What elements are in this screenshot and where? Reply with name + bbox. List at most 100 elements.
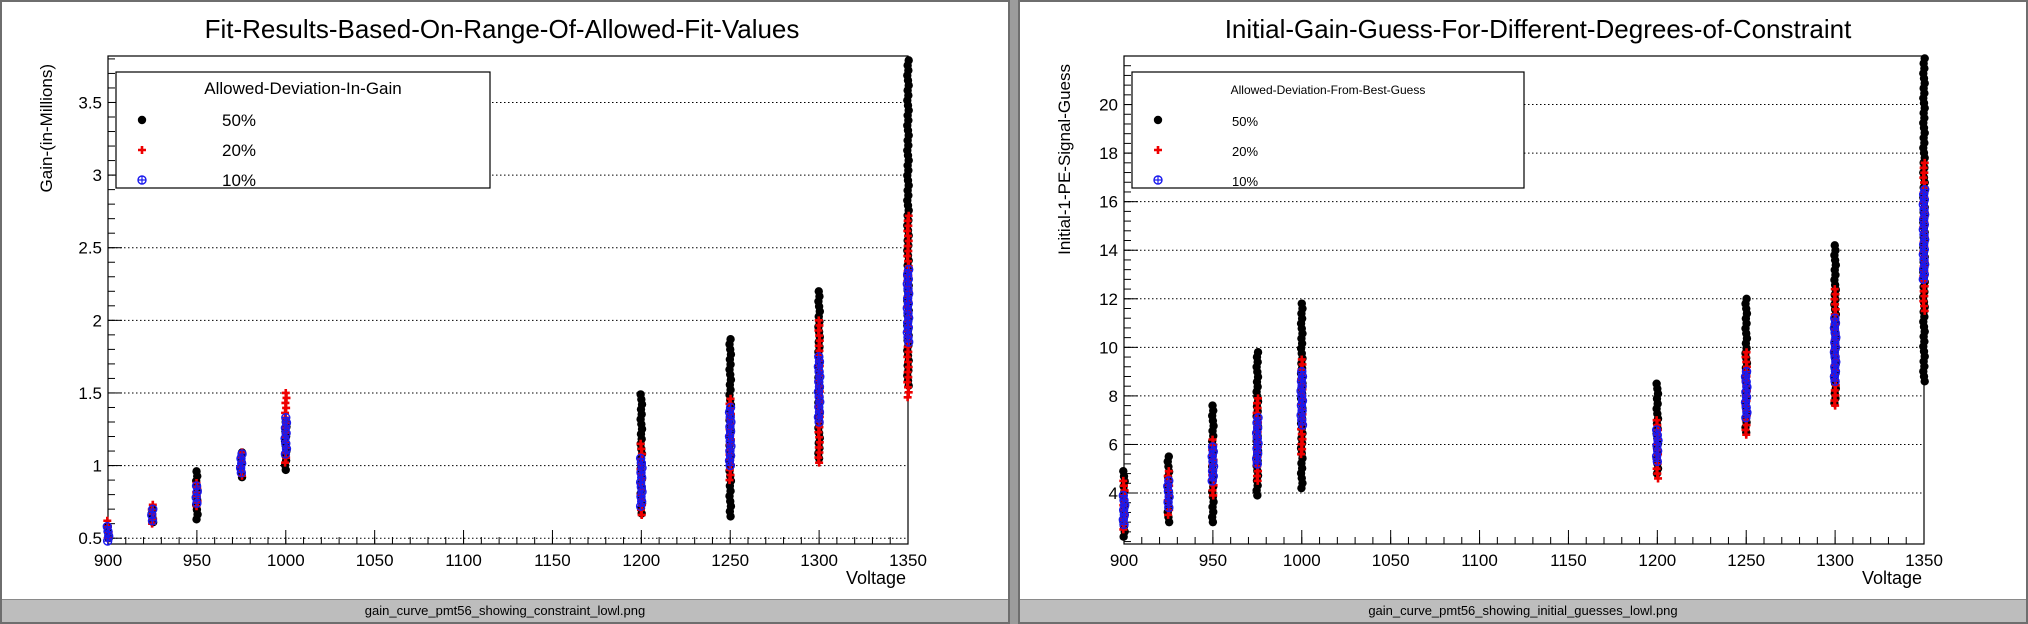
left-point-2-7-3 — [814, 367, 824, 377]
left-xtick-label-3: 1050 — [356, 551, 394, 570]
chart-right: Initial-Gain-Guess-For-Different-Degrees… — [1055, 14, 1943, 588]
right-ytick-label-6: 16 — [1099, 193, 1118, 212]
right-point-1-6-17 — [1742, 430, 1751, 439]
right-point-2-8-9 — [1919, 229, 1929, 240]
right-y-axis-label: Initial-1-PE-Signal-Guess — [1055, 64, 1074, 255]
right-xtick-label-4: 1100 — [1461, 551, 1498, 570]
right-point-2-2-5 — [1207, 466, 1218, 476]
right-xtick-label-6: 1200 — [1638, 551, 1676, 570]
left-point-2-7-9 — [815, 397, 825, 407]
right-legend-marker-1 — [1154, 146, 1162, 154]
right-point-2-7-3 — [1830, 328, 1840, 338]
left-point-2-5-9 — [636, 496, 647, 507]
right-point-2-8-17 — [1919, 269, 1930, 280]
left-point-2-8-3 — [902, 279, 912, 289]
right-point-2-3-5 — [1253, 438, 1263, 449]
left-point-2-5-0 — [635, 453, 646, 464]
left-point-2-8-8 — [902, 303, 912, 313]
left-point-2-7-7 — [813, 387, 824, 397]
right-point-2-7-12 — [1829, 371, 1840, 382]
right-point-2-8-7 — [1919, 219, 1930, 230]
left-point-2-4-0 — [281, 412, 291, 423]
left-point-2-7-12 — [813, 412, 824, 422]
left-point-2-5-6 — [636, 482, 647, 492]
left-point-2-8-2 — [903, 274, 914, 284]
left-point-2-6-4 — [725, 422, 735, 432]
right-point-2-5-2 — [1653, 435, 1663, 446]
right-point-2-0-2 — [1119, 500, 1130, 510]
left-point-2-2-2 — [191, 492, 201, 503]
left-point-2-3-3 — [235, 463, 246, 473]
right-point-2-6-7 — [1741, 402, 1751, 413]
right-point-2-7-6 — [1830, 342, 1841, 353]
left-series-2 — [102, 264, 914, 546]
right-legend-title: Allowed-Deviation-From-Best-Guess — [1231, 83, 1426, 97]
left-point-2-8-11 — [902, 318, 913, 328]
left-point-2-3-2 — [236, 458, 247, 469]
right-legend-marker-2 — [1153, 175, 1163, 185]
left-point-1-4-14 — [281, 458, 290, 467]
right-point-2-0-5 — [1118, 515, 1129, 525]
right-point-2-7-0 — [1830, 313, 1840, 323]
right-point-2-7-8 — [1830, 352, 1840, 362]
left-point-2-5-10 — [635, 501, 646, 511]
right-point-0-2-23 — [1208, 517, 1218, 527]
left-point-1-5-14 — [637, 510, 646, 519]
right-point-2-6-0 — [1741, 366, 1752, 377]
left-ytick-label-0: 0.5 — [78, 529, 102, 548]
right-point-2-4-9 — [1296, 410, 1306, 421]
right-series-1 — [1119, 158, 1929, 534]
left-legend-label-1: 20% — [222, 141, 256, 160]
left-legend-marker-2 — [137, 175, 147, 185]
left-point-2-8-13 — [902, 327, 912, 338]
right-point-0-1-13 — [1164, 517, 1174, 527]
right-point-2-8-1 — [1918, 189, 1929, 200]
right-legend-label-2: 10% — [1232, 174, 1258, 189]
left-point-2-5-7 — [637, 487, 647, 497]
right-legend-marker-0 — [1153, 115, 1163, 125]
left-point-2-7-5 — [814, 377, 824, 387]
right-point-2-2-0 — [1207, 442, 1218, 452]
right-point-2-8-4 — [1919, 204, 1929, 215]
left-point-2-0-0 — [102, 521, 113, 532]
left-xtick-label-4: 1100 — [445, 551, 482, 570]
right-point-2-8-16 — [1918, 264, 1929, 275]
left-point-2-1-1 — [147, 510, 157, 520]
right-point-2-8-14 — [1919, 254, 1929, 265]
left-point-2-5-1 — [636, 458, 647, 468]
right-ytick-label-2: 8 — [1109, 387, 1118, 406]
left-legend-marker-0 — [137, 115, 147, 125]
right-point-2-0-0 — [1118, 490, 1129, 501]
right-series-2 — [1118, 184, 1930, 530]
right-point-2-3-4 — [1252, 433, 1263, 443]
right-point-2-0-1 — [1119, 495, 1129, 505]
right-point-2-5-6 — [1652, 456, 1663, 467]
right-point-2-4-0 — [1297, 366, 1307, 377]
right-xtick-label-8: 1300 — [1816, 551, 1854, 570]
right-point-2-4-7 — [1296, 400, 1307, 411]
left-point-2-8-7 — [903, 298, 914, 309]
left-point-2-6-12 — [725, 460, 735, 471]
right-title: Initial-Gain-Guess-For-Different-Degrees… — [1225, 14, 1852, 44]
left-point-2-6-0 — [725, 402, 736, 413]
left-xtick-label-8: 1300 — [800, 551, 838, 570]
left-point-0-2-10 — [192, 515, 201, 524]
left-legend-label-2: 10% — [222, 171, 256, 190]
left-legend-box — [115, 71, 491, 189]
right-legend-label-1: 20% — [1232, 144, 1258, 159]
left-point-1-8-36 — [903, 393, 912, 402]
left-point-2-0-2 — [103, 531, 114, 541]
left-point-2-5-2 — [637, 463, 647, 473]
left-xtick-label-7: 1250 — [711, 551, 749, 570]
left-xtick-label-9: 1350 — [889, 551, 927, 570]
left-point-2-0-3 — [102, 536, 113, 546]
right-point-2-3-9 — [1252, 459, 1263, 469]
left-point-2-3-4 — [236, 468, 247, 478]
right-xtick-label-0: 900 — [1110, 551, 1138, 570]
right-point-1-5-12 — [1654, 474, 1663, 483]
right-point-2-1-5 — [1164, 502, 1174, 513]
right-point-2-6-3 — [1742, 382, 1752, 392]
right-point-1-7-23 — [1831, 401, 1840, 410]
left-point-2-8-14 — [903, 332, 913, 342]
right-point-2-1-2 — [1163, 486, 1174, 497]
